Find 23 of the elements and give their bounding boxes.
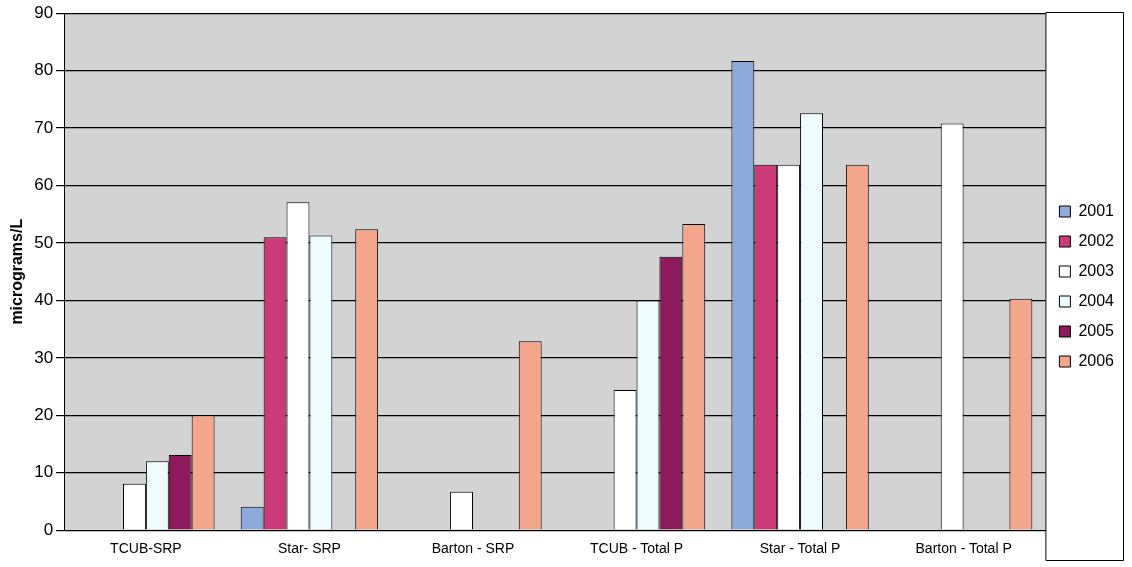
x-tick-label: Star - Total P bbox=[759, 540, 841, 557]
x-tick-label: Barton - SRP bbox=[431, 540, 515, 557]
y-tick-label: 30 bbox=[34, 347, 54, 367]
legend-label: 2005 bbox=[1078, 321, 1115, 339]
legend-label: 2001 bbox=[1078, 201, 1115, 219]
x-tick-label: TCUB-SRP bbox=[110, 540, 182, 557]
legend-label: 2003 bbox=[1078, 261, 1115, 279]
y-tick-label: 50 bbox=[34, 232, 54, 252]
y-tick-label: 0 bbox=[43, 519, 54, 539]
x-tick-label: Star- SRP bbox=[277, 540, 341, 557]
y-tick-label: 90 bbox=[34, 2, 54, 22]
legend-label: 2004 bbox=[1078, 291, 1115, 309]
y-tick-label: 20 bbox=[34, 405, 54, 424]
y-tick-label: 10 bbox=[34, 462, 54, 482]
y-tick-label: 60 bbox=[34, 175, 54, 195]
y-axis-title: micrograms/L bbox=[8, 218, 26, 325]
legend-label: 2006 bbox=[1078, 351, 1115, 369]
y-tick-label: 70 bbox=[34, 117, 54, 137]
x-tick-label: TCUB - Total P bbox=[589, 540, 684, 557]
x-tick-label: Barton - Total P bbox=[915, 540, 1012, 557]
y-tick-label: 40 bbox=[34, 290, 54, 310]
y-tick-label: 80 bbox=[34, 60, 54, 80]
legend-label: 2002 bbox=[1078, 231, 1115, 249]
